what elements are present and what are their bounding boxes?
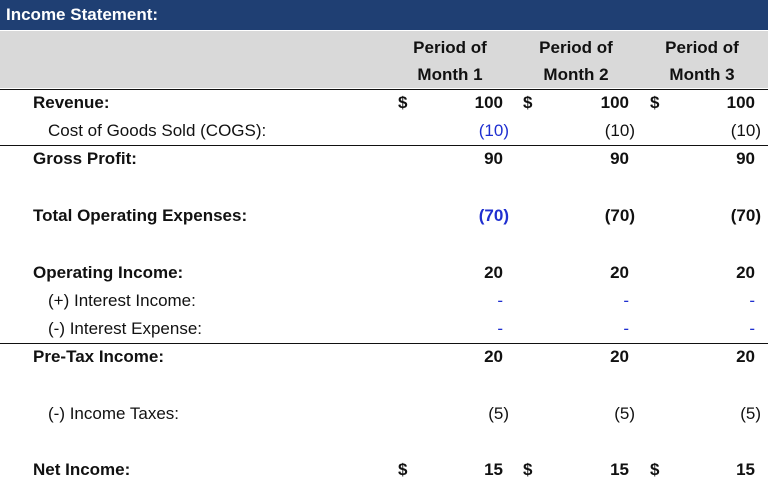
currency-symbol-net-m2: $ <box>523 460 533 479</box>
pretax-income-m3: 20 <box>736 347 755 366</box>
operating-income-m3: 20 <box>736 263 755 282</box>
interest-income-m1: - <box>497 291 503 310</box>
opex-m3: (70) <box>730 206 761 225</box>
operating-income-m2: 20 <box>610 263 629 282</box>
revenue-m1: 100 <box>474 93 503 112</box>
row-label-cogs: Cost of Goods Sold (COGS): <box>48 121 267 140</box>
column-header-line2: Month 1 <box>417 65 483 84</box>
income-taxes-m2: (5) <box>614 404 635 423</box>
column-header-line2: Month 3 <box>669 65 735 84</box>
column-header-band <box>0 30 768 88</box>
sheet-title: Income Statement: <box>0 0 768 30</box>
pretax-income-m1: 20 <box>484 347 503 366</box>
row-label-income-taxes: (-) Income Taxes: <box>48 404 180 423</box>
interest-expense-m2: - <box>623 319 629 338</box>
gross-profit-m1: 90 <box>484 149 503 168</box>
row-label-gross-profit: Gross Profit: <box>33 149 137 168</box>
revenue-m3: 100 <box>726 93 755 112</box>
interest-income-m2: - <box>623 291 629 310</box>
row-label-net-income: Net Income: <box>33 460 131 479</box>
cogs-m2: (10) <box>604 121 635 140</box>
gross-profit-m3: 90 <box>736 149 755 168</box>
row-label-pretax-income: Pre-Tax Income: <box>33 347 165 366</box>
column-header-line1: Period of <box>413 38 487 57</box>
column-header-line1: Period of <box>665 38 739 57</box>
row-label-operating-income: Operating Income: <box>33 263 184 282</box>
currency-symbol-m1: $ <box>398 93 408 112</box>
column-header-month-3: Period of Month 3 <box>647 34 757 88</box>
pretax-income-m2: 20 <box>610 347 629 366</box>
column-header-line2: Month 2 <box>543 65 609 84</box>
row-label-interest-expense: (-) Interest Expense: <box>48 319 203 338</box>
net-income-m3: 15 <box>736 460 755 479</box>
currency-symbol-m2: $ <box>523 93 533 112</box>
row-label-opex: Total Operating Expenses: <box>33 206 248 225</box>
net-income-m1: 15 <box>484 460 503 479</box>
interest-expense-m1: - <box>497 319 503 338</box>
currency-symbol-net-m1: $ <box>398 460 408 479</box>
income-taxes-m3: (5) <box>740 404 761 423</box>
interest-income-m3: - <box>749 291 755 310</box>
income-taxes-m1: (5) <box>488 404 509 423</box>
header-divider <box>0 89 768 90</box>
opex-m1: (70) <box>478 206 509 225</box>
revenue-m2: 100 <box>600 93 629 112</box>
currency-symbol-net-m3: $ <box>650 460 660 479</box>
opex-m2: (70) <box>604 206 635 225</box>
column-header-month-1: Period of Month 1 <box>395 34 505 88</box>
currency-symbol-m3: $ <box>650 93 660 112</box>
net-income-m2: 15 <box>610 460 629 479</box>
column-header-month-2: Period of Month 2 <box>521 34 631 88</box>
gross-profit-m2: 90 <box>610 149 629 168</box>
operating-income-m1: 20 <box>484 263 503 282</box>
cogs-m1: (10) <box>478 121 509 140</box>
column-header-line1: Period of <box>539 38 613 57</box>
gross-profit-divider <box>0 145 768 146</box>
row-label-interest-income: (+) Interest Income: <box>48 291 196 310</box>
pretax-divider <box>0 343 768 344</box>
row-label-revenue: Revenue: <box>33 93 110 112</box>
cogs-m3: (10) <box>730 121 761 140</box>
interest-expense-m3: - <box>749 319 755 338</box>
